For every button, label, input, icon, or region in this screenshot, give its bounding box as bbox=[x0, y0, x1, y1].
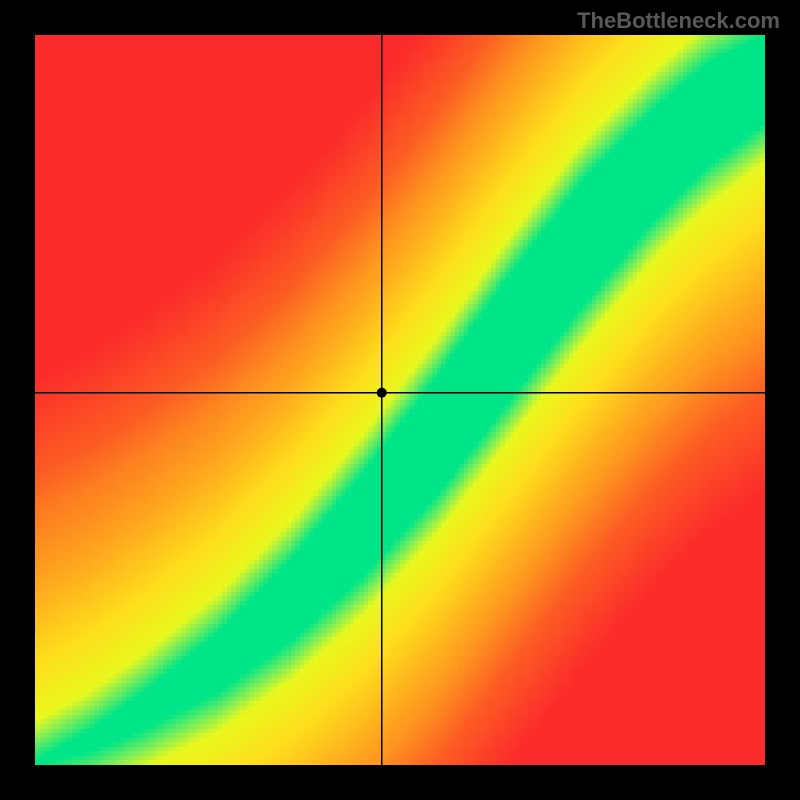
bottleneck-heatmap bbox=[35, 35, 765, 765]
attribution-watermark: TheBottleneck.com bbox=[577, 8, 780, 34]
bottleneck-chart-stage: TheBottleneck.com bbox=[0, 0, 800, 800]
